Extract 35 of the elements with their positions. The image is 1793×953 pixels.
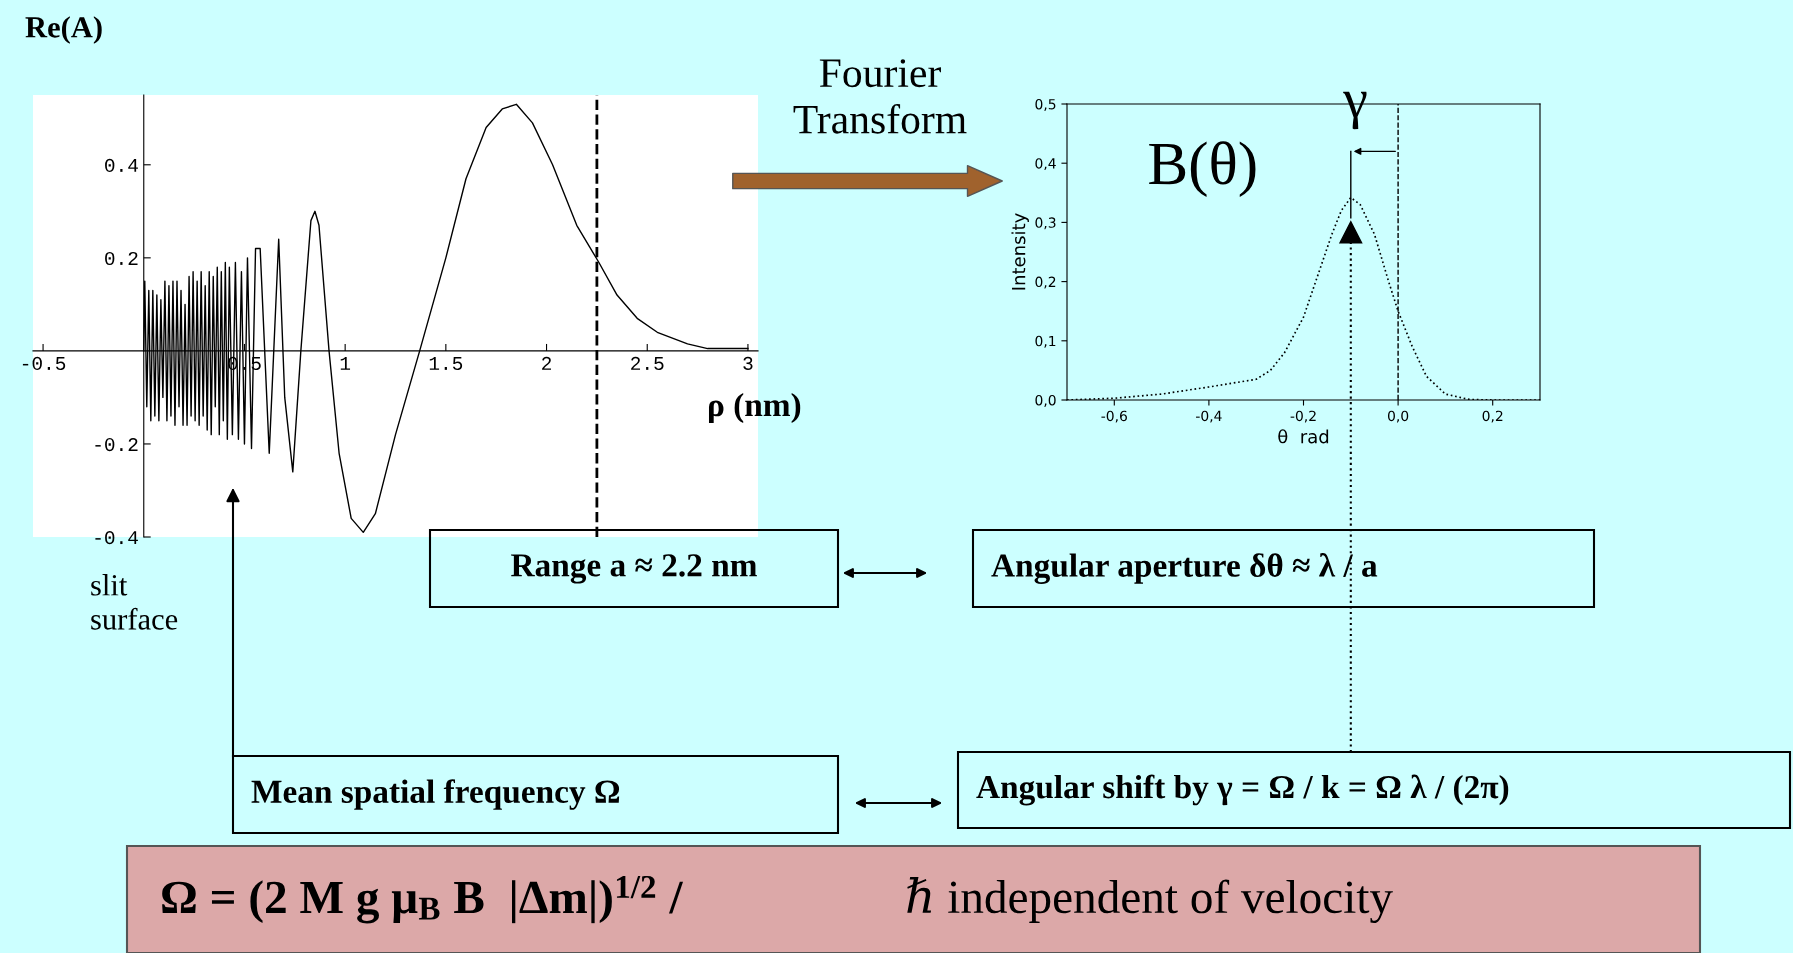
x-tick-label: 2	[542, 356, 551, 370]
x-tick-label: 1	[340, 357, 351, 370]
text: Angular shift by γ = Ω / k = Ω λ / (2π)	[976, 774, 1509, 806]
text: slit surface	[91, 574, 178, 630]
y-axis-title: Intensity	[1011, 213, 1029, 290]
y-axis-title: Re(A)	[25, 16, 102, 44]
y-tick-label: -0.2	[95, 437, 138, 452]
y-tick-label: 0,0	[1035, 394, 1056, 407]
text: Angular aperture δθ ≈ λ / a	[991, 553, 1378, 584]
x-tick-label: 0,0	[1387, 410, 1409, 423]
y-tick-label: 0,4	[1035, 158, 1056, 171]
text: Fourier Transform	[793, 59, 967, 134]
annotation: γ	[1343, 91, 1367, 130]
x-tick-label: -0.5	[22, 356, 66, 371]
x-tick-label: -0,6	[1101, 410, 1127, 423]
y-tick-label: -0.4	[95, 531, 138, 545]
text: Range a ≈ 2.2 nm	[511, 554, 757, 584]
y-tick-label: 0,1	[1035, 335, 1056, 348]
text: Mean spatial frequency Ω	[251, 779, 620, 810]
annotation: B(θ)	[1149, 141, 1256, 197]
x-tick-label: 0,2	[1482, 410, 1503, 423]
text: ℏ independent of velocity	[907, 876, 1393, 924]
x-tick-label: -0,4	[1196, 410, 1222, 423]
y-tick-label: 0.4	[105, 158, 138, 173]
y-tick-label: 0.2	[105, 251, 138, 266]
y-tick-label: 0,3	[1035, 217, 1056, 230]
x-tick-label: 3	[743, 356, 753, 371]
x-tick-label: -0,2	[1290, 410, 1316, 423]
x-tick-label: 2.5	[631, 356, 664, 371]
x-axis-title: θ rad	[1278, 429, 1329, 444]
text: Ω = (2 M g μ$_{B}$ B |Δm|)$^{1/2}$ /	[162, 875, 684, 924]
y-tick-label: 0,5	[1035, 98, 1056, 111]
x-axis-title: ρ (nm)	[708, 392, 801, 424]
x-tick-label: 1.5	[429, 357, 463, 371]
y-tick-label: 0,2	[1035, 276, 1056, 289]
